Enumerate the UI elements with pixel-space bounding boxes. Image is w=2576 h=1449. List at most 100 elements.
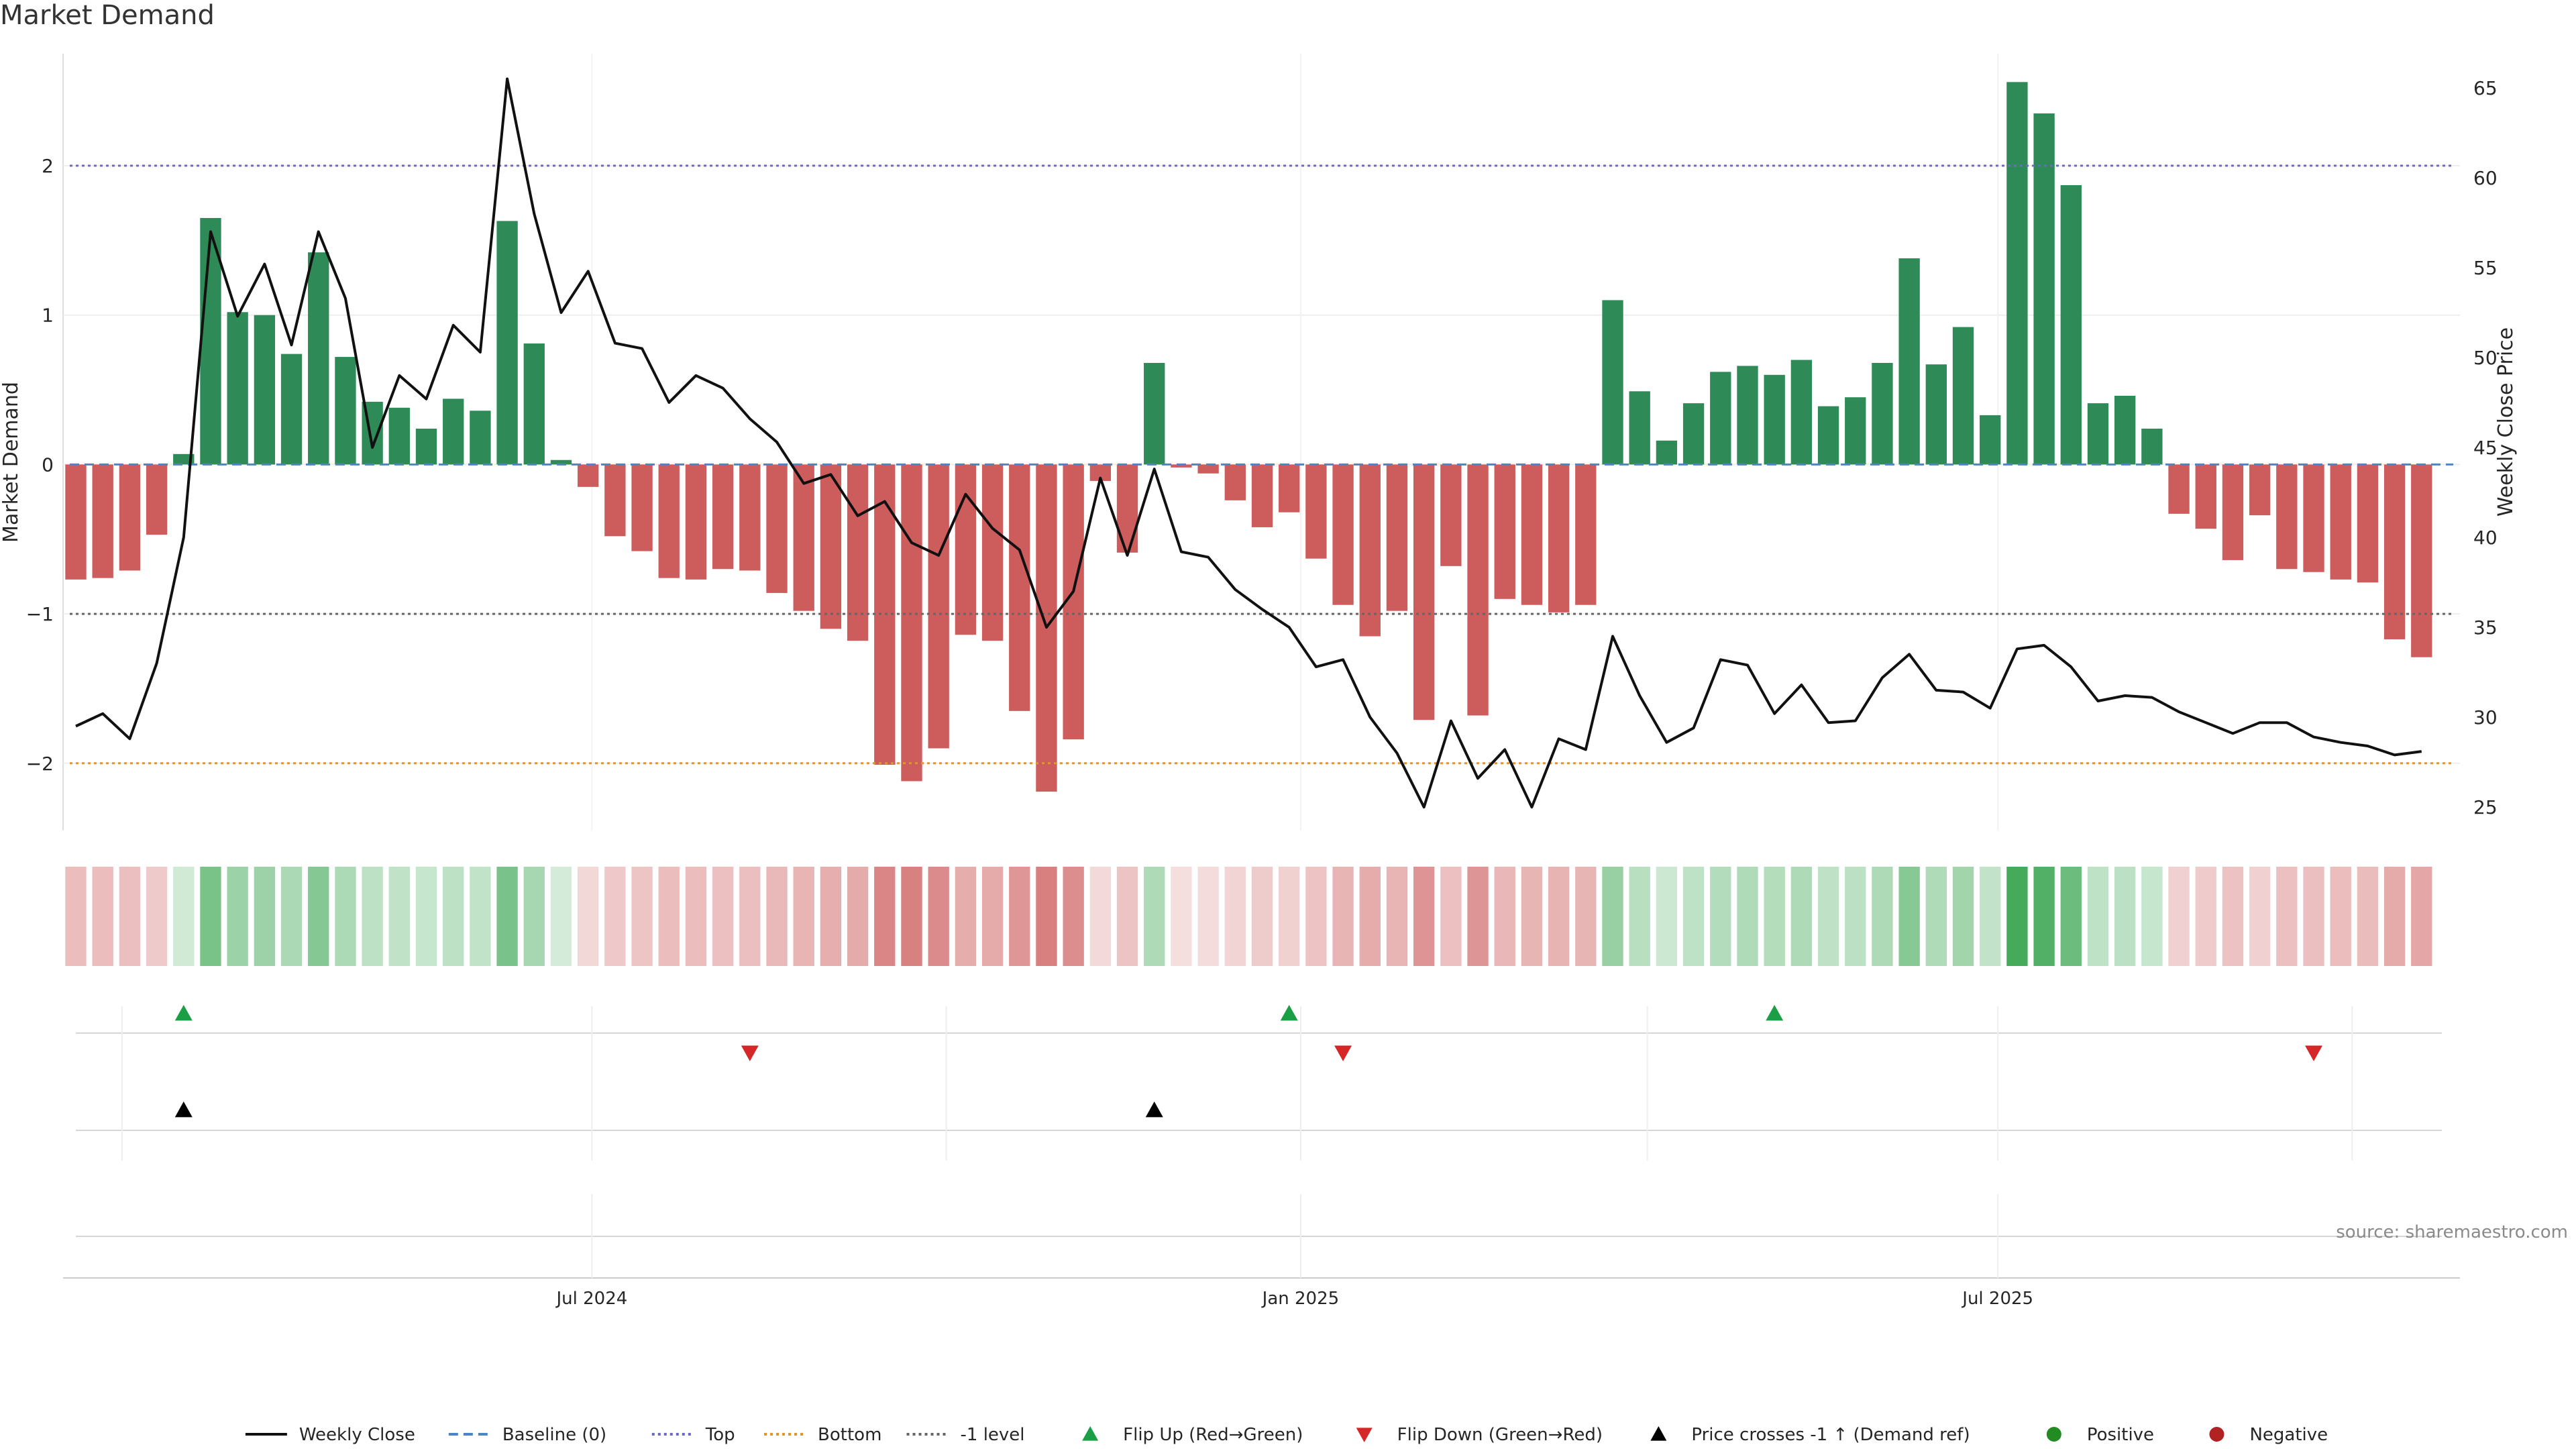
y2-tick-label: 60 [2473, 167, 2498, 189]
legend-swatch [1650, 1426, 1667, 1441]
demand-bar [2087, 403, 2109, 465]
demand-bar [2411, 464, 2432, 657]
demand-bar [981, 464, 1004, 641]
demand-bar [254, 315, 276, 465]
heat-cell [981, 867, 1004, 966]
heat-cell [1063, 867, 1084, 966]
demand-bar [1925, 364, 1947, 465]
demand-bar [577, 464, 599, 487]
heat-cell [173, 867, 195, 966]
heat-cell [1656, 867, 1678, 966]
heat-cell [874, 867, 896, 966]
demand-bar [227, 312, 248, 465]
heat-cell [388, 867, 410, 966]
y2-tick-label: 45 [2473, 437, 2498, 459]
heat-cell [2411, 867, 2432, 966]
heat-cell [1251, 867, 1273, 966]
y-tick-label: 1 [42, 305, 54, 327]
heat-cell [2383, 867, 2406, 966]
heat-cell [1845, 867, 1866, 966]
heat-cell [362, 867, 383, 966]
heat-cell [1629, 867, 1650, 966]
heat-cell [1737, 867, 1758, 966]
flip-up-marker [1280, 1005, 1298, 1021]
flip-down-marker [741, 1045, 759, 1061]
demand-bar [2249, 464, 2271, 516]
heat-cell [820, 867, 842, 966]
price-cross-marker [1145, 1102, 1163, 1118]
heat-cell [308, 867, 329, 966]
flip-up-marker [1766, 1005, 1784, 1021]
y2-tick-label: 35 [2473, 616, 2498, 639]
demand-bar [496, 221, 518, 465]
demand-bar [2383, 464, 2406, 639]
heat-cell [2168, 867, 2190, 966]
heat-cell [1817, 867, 1839, 966]
demand-bar [847, 464, 869, 641]
y2-axis-label: Weekly Close Price [2494, 327, 2518, 517]
flip-down-marker [1334, 1045, 1352, 1061]
heat-cell [1197, 867, 1219, 966]
demand-bar [1952, 327, 1974, 465]
demand-bar [1332, 464, 1354, 605]
demand-bar [1764, 374, 1785, 465]
legend-label: Positive [2087, 1425, 2154, 1445]
demand-bar [1521, 464, 1543, 605]
demand-bar [2006, 82, 2028, 465]
heat-cell [1898, 867, 1920, 966]
heat-cell [2357, 867, 2379, 966]
legend-label: Bottom [818, 1425, 881, 1445]
demand-bar [685, 464, 707, 580]
heat-cell [200, 867, 221, 966]
y2-tick-label: 40 [2473, 527, 2498, 549]
y-tick-label: 0 [42, 453, 54, 476]
price-cross-marker [174, 1102, 193, 1118]
heat-cell [766, 867, 788, 966]
demand-bar [470, 411, 491, 465]
demand-bar [1494, 464, 1515, 599]
x-tick-label: Jan 2025 [1261, 1289, 1340, 1309]
legend-label: Flip Up (Red→Green) [1123, 1425, 1303, 1445]
legend: Weekly Close Baseline (0) Top Bottom -1 leve… [245, 1425, 2328, 1445]
demand-bar [820, 464, 842, 629]
demand-bar [119, 464, 141, 571]
demand-bar [388, 407, 410, 465]
legend-label: Negative [2249, 1425, 2328, 1445]
weekly-close-line [75, 77, 2422, 809]
demand-bar [200, 217, 221, 465]
heat-cell [1359, 867, 1381, 966]
heat-cell [523, 867, 545, 966]
heat-cell [2114, 867, 2136, 966]
x-tick-label: Jul 2024 [555, 1289, 628, 1309]
y-tick-label: 2 [42, 155, 54, 177]
demand-bar [766, 464, 788, 593]
heat-cell [2222, 867, 2244, 966]
chart-title: Market Demand [0, 0, 215, 31]
heat-cell [1602, 867, 1623, 966]
y2-tick-label: 25 [2473, 796, 2498, 818]
demand-bars [65, 82, 2432, 792]
source-note: source: sharemaestro.com [2336, 1222, 2568, 1242]
demand-bar [1224, 464, 1246, 500]
demand-bar [2195, 464, 2216, 529]
demand-bar [1817, 406, 1839, 465]
heat-cell [92, 867, 113, 966]
demand-bar [2060, 184, 2082, 465]
heat-cell [280, 867, 303, 966]
demand-bar [2276, 464, 2298, 570]
heat-cell [2303, 867, 2324, 966]
heat-cell [119, 867, 141, 966]
demand-bar [1629, 391, 1650, 465]
heat-cell [1171, 867, 1192, 966]
demand-bar [1548, 464, 1570, 612]
demand-bar [1197, 464, 1219, 474]
flip-up-marker [174, 1005, 193, 1021]
demand-bar [1359, 464, 1381, 637]
heat-cell [928, 867, 949, 966]
demand-bar [550, 460, 572, 465]
heat-cell [415, 867, 437, 966]
heat-cell [1682, 867, 1705, 966]
heat-cell [1279, 867, 1300, 966]
heat-cell [1764, 867, 1785, 966]
heat-cell [227, 867, 248, 966]
